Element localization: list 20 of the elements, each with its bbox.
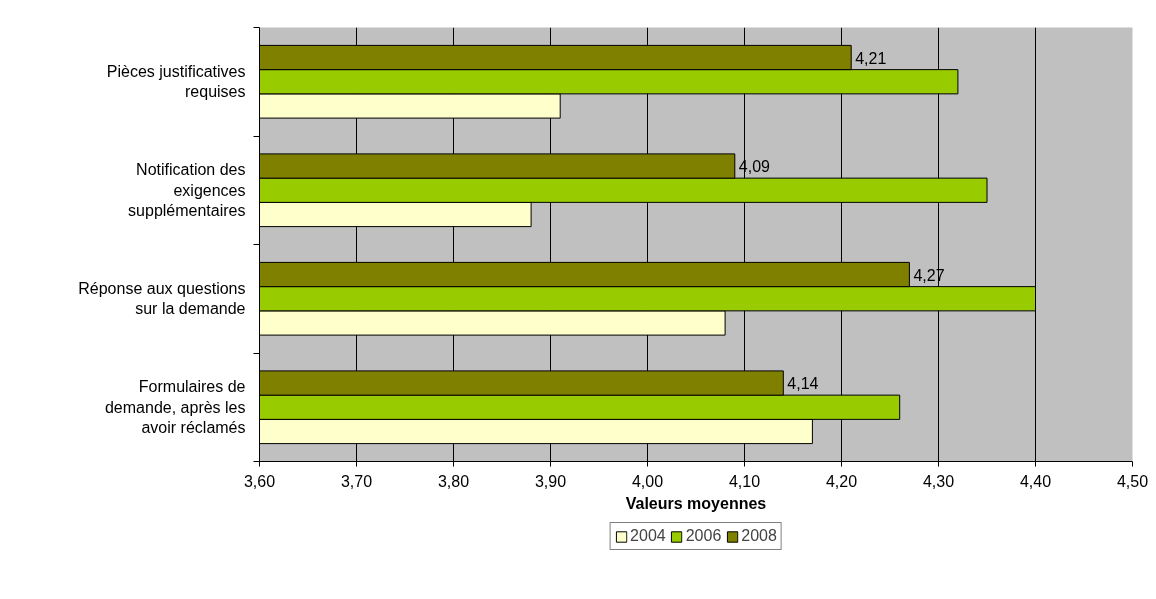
y-tick-label: Réponse aux questions sur la demande bbox=[78, 280, 246, 318]
y-tick-label: Notification des exigences supplémentaires bbox=[128, 161, 246, 220]
x-tick-label: 3,80 bbox=[437, 472, 470, 490]
x-tick-label: 4,00 bbox=[631, 472, 664, 490]
x-tick-label: 3,70 bbox=[340, 472, 373, 490]
y-tick-label: Formulaires de demande, après les avoir réclamés bbox=[104, 378, 246, 437]
legend-label: 2008 bbox=[741, 527, 777, 545]
x-tick-label: 4,10 bbox=[728, 472, 761, 490]
x-tick-label: 4,40 bbox=[1019, 472, 1052, 490]
x-tick-label: 3,60 bbox=[243, 472, 276, 490]
x-tick-label: 4,30 bbox=[922, 472, 955, 490]
legend-label: 2006 bbox=[685, 527, 722, 545]
x-tick-label: 3,90 bbox=[534, 472, 567, 490]
data-label: 4,21 bbox=[855, 49, 887, 67]
y-tick-label: Pièces justificatives requises bbox=[106, 63, 246, 101]
x-tick-label: 4,20 bbox=[825, 472, 858, 490]
legend-label: 2004 bbox=[630, 527, 666, 545]
x-axis-title: Valeurs moyennes bbox=[625, 494, 767, 512]
x-tick-label: 4,50 bbox=[1116, 472, 1149, 490]
data-label: 4,14 bbox=[787, 375, 819, 393]
